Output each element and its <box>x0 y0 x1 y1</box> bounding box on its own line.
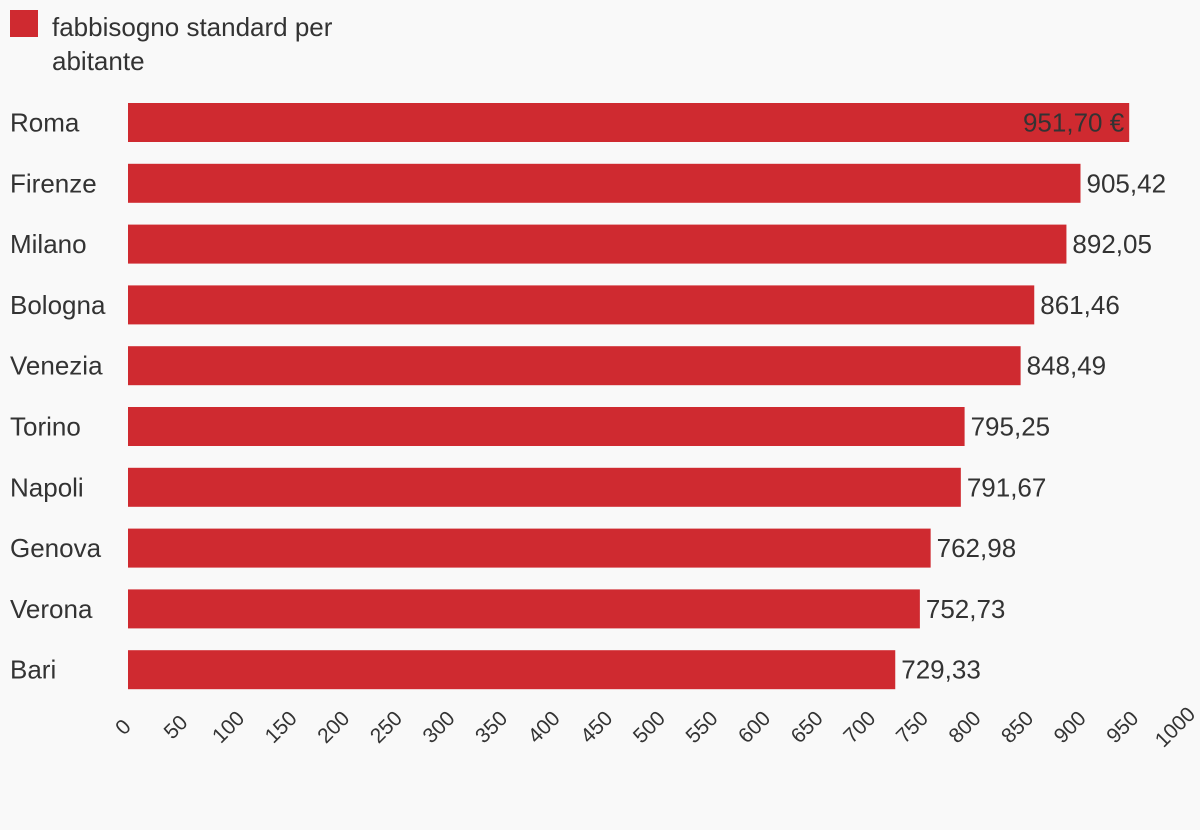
value-label: 892,05 <box>1072 229 1152 259</box>
bar <box>128 285 1035 325</box>
value-label: 791,67 <box>967 472 1047 502</box>
value-label: 752,73 <box>926 594 1006 624</box>
x-tick-label: 950 <box>1102 707 1143 748</box>
bar <box>128 650 896 690</box>
value-label: 848,49 <box>1027 351 1107 381</box>
bar <box>128 346 1021 386</box>
value-label: 729,33 <box>901 655 981 685</box>
x-tick-label: 550 <box>681 707 722 748</box>
category-label: Verona <box>10 594 93 624</box>
x-tick-label: 700 <box>839 707 880 748</box>
x-tick-label: 1000 <box>1151 703 1200 752</box>
x-tick-label: 100 <box>208 707 249 748</box>
x-tick-label: 350 <box>471 707 512 748</box>
bar <box>128 528 931 568</box>
value-label: 762,98 <box>937 533 1017 563</box>
value-label: 861,46 <box>1040 290 1120 320</box>
x-tick-label: 850 <box>997 707 1038 748</box>
category-label: Bari <box>10 655 56 685</box>
value-label: 795,25 <box>971 412 1051 442</box>
bar <box>128 224 1067 264</box>
category-label: Firenze <box>10 168 97 198</box>
x-tick-label: 250 <box>366 707 407 748</box>
category-label: Torino <box>10 412 81 442</box>
x-tick-label: 800 <box>944 707 985 748</box>
legend-swatch <box>10 10 38 37</box>
bar <box>128 103 1130 142</box>
x-tick-label: 300 <box>418 707 459 748</box>
x-tick-label: 650 <box>787 707 828 748</box>
legend-label: fabbisogno standard per abitante <box>52 12 333 76</box>
category-label: Milano <box>10 229 87 259</box>
x-tick-label: 450 <box>576 707 617 748</box>
category-label: Bologna <box>10 290 106 320</box>
value-label: 951,70 € <box>1023 108 1125 138</box>
bar <box>128 163 1081 203</box>
x-tick-label: 150 <box>261 707 302 748</box>
x-tick-label: 200 <box>313 707 354 748</box>
x-tick-label: 750 <box>892 707 933 748</box>
x-tick-label: 500 <box>629 707 670 748</box>
x-tick-label: 50 <box>160 711 193 744</box>
bar <box>128 407 965 446</box>
bar <box>128 589 920 629</box>
category-label: Roma <box>10 108 80 138</box>
x-tick-label: 0 <box>111 715 136 740</box>
x-tick-label: 900 <box>1050 707 1091 748</box>
category-label: Genova <box>10 533 102 563</box>
x-tick-label: 400 <box>524 707 565 748</box>
category-label: Venezia <box>10 351 103 381</box>
category-label: Napoli <box>10 472 84 502</box>
x-tick-label: 600 <box>734 707 775 748</box>
bar <box>128 467 961 507</box>
value-label: 905,42 <box>1087 168 1167 198</box>
